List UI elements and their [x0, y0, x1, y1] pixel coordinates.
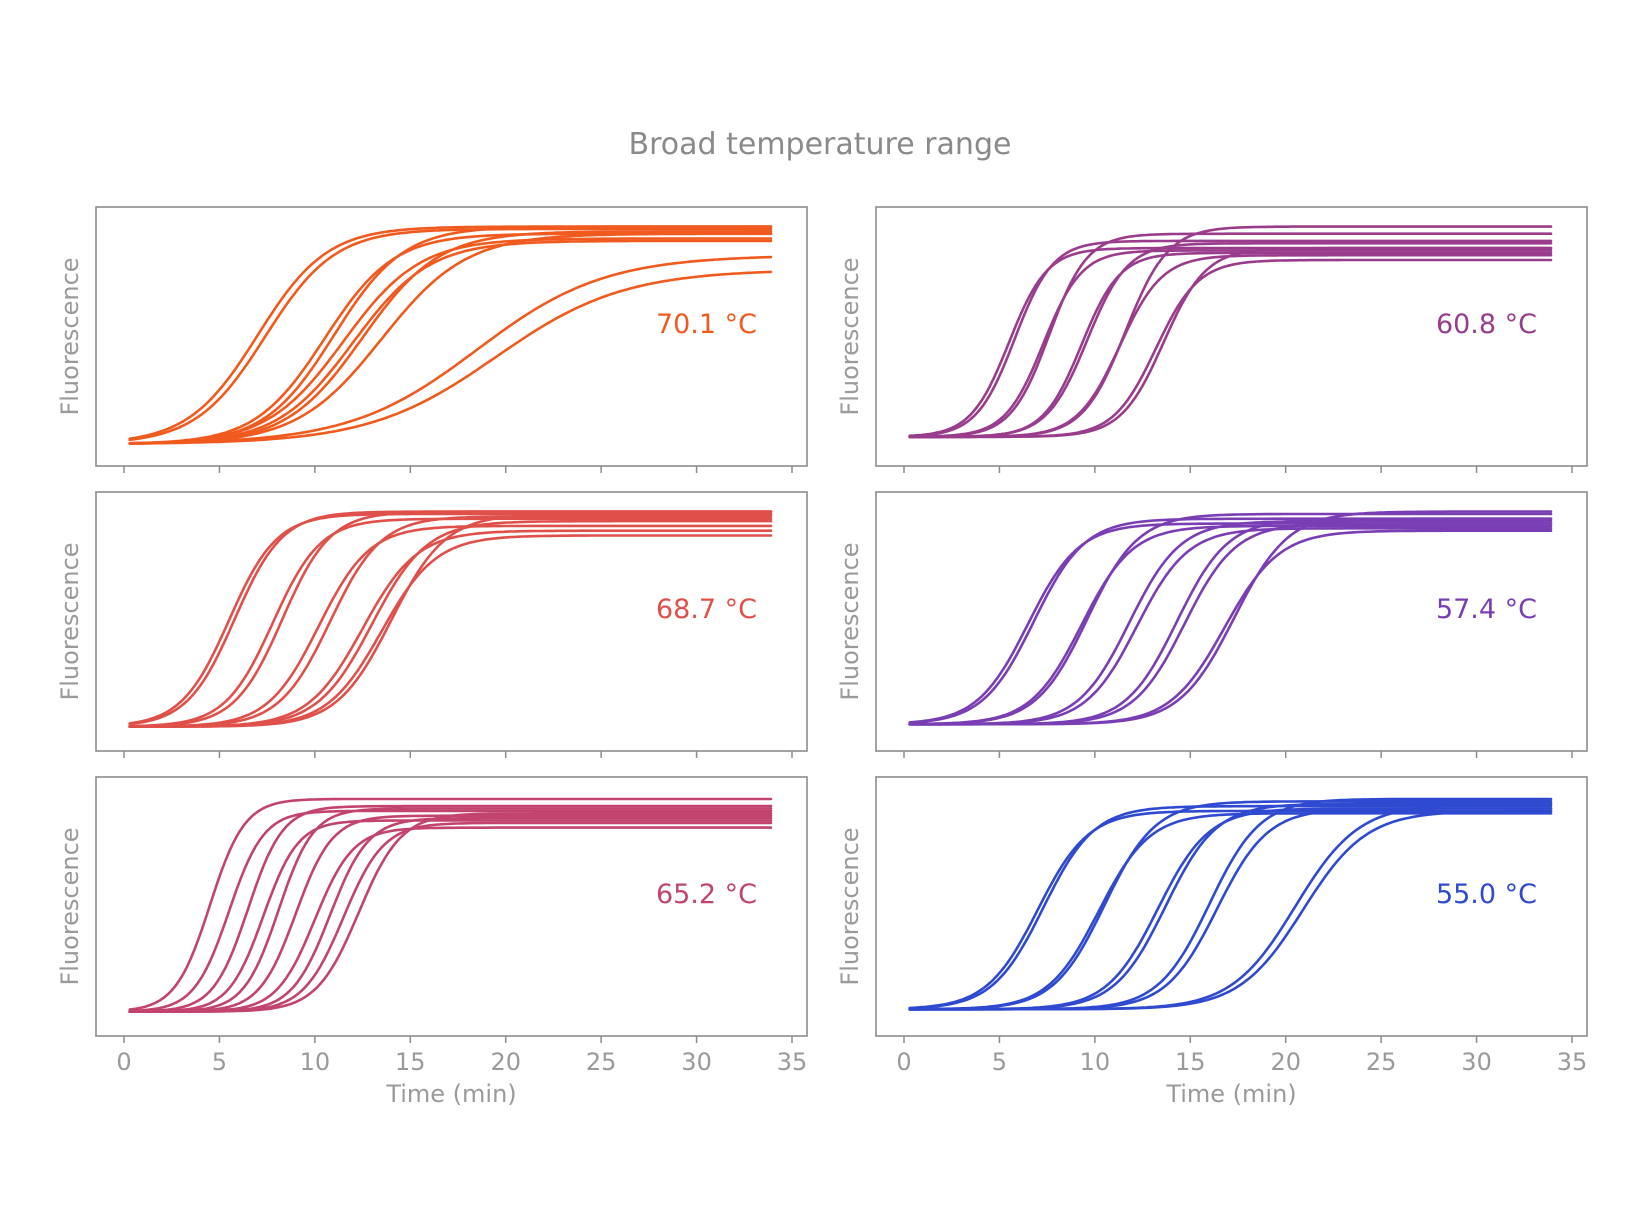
amplification-curve: [908, 809, 1553, 1011]
amplification-curve: [128, 515, 773, 728]
amplification-curve: [908, 242, 1553, 439]
plot-frame: [95, 206, 808, 467]
amplification-curve: [128, 826, 773, 1013]
x-tick-label: 0: [896, 1048, 911, 1076]
chart-panel: Fluorescence 0 5 10 15 20 25 30 35 Time (min) 55.0…: [836, 776, 1588, 1108]
amplification-curve: [128, 255, 773, 445]
amplification-curve: [128, 232, 773, 445]
x-tick-label: 5: [212, 1048, 227, 1076]
amplification-curve: [128, 807, 773, 1013]
y-axis-label: Fluorescence: [836, 257, 864, 415]
x-tick-label: 30: [681, 1048, 712, 1076]
amplification-curve: [908, 809, 1553, 1010]
plot-frame: [875, 491, 1588, 752]
x-tick-label: 25: [586, 1048, 617, 1076]
panels: Fluorescence 70.1 °C Fluorescence 60.8 °CFl…: [56, 206, 1588, 1108]
amplification-curve: [128, 227, 773, 442]
amplification-curve: [128, 814, 773, 1013]
chart-panel: Fluorescence 70.1 °C: [56, 206, 808, 473]
amplification-curve: [908, 246, 1553, 438]
amplification-curve: [128, 809, 773, 1013]
y-axis-label: Fluorescence: [56, 542, 84, 700]
x-tick-label: 15: [395, 1048, 426, 1076]
chart-panel: Fluorescence 60.8 °C: [836, 206, 1588, 473]
amplification-curve: [908, 251, 1553, 439]
amplification-curve: [128, 534, 773, 728]
y-axis-label: Fluorescence: [56, 257, 84, 415]
plot-frame: [95, 776, 808, 1037]
chart-panel: Fluorescence 0 5 10 15 20 25 30 35 Time (min) 65.2…: [56, 776, 808, 1108]
y-axis-label: Fluorescence: [56, 827, 84, 985]
amplification-curve: [128, 510, 773, 728]
amplification-curve: [908, 800, 1553, 1011]
y-axis-label: Fluorescence: [836, 827, 864, 985]
temperature-label: 65.2 °C: [656, 879, 757, 910]
amplification-curve: [128, 270, 773, 445]
amplification-curve: [908, 512, 1553, 726]
x-axis-label: Time (min): [1165, 1080, 1296, 1108]
temperature-label: 68.7 °C: [656, 594, 757, 625]
x-tick-label: 10: [1080, 1048, 1111, 1076]
x-tick-label: 20: [490, 1048, 521, 1076]
temperature-label: 60.8 °C: [1436, 309, 1537, 340]
amplification-curve: [128, 797, 773, 1011]
figure-title: Broad temperature range: [629, 127, 1012, 162]
plot-frame: [875, 776, 1588, 1037]
amplification-curve: [908, 239, 1553, 438]
x-tick-label: 5: [992, 1048, 1007, 1076]
x-tick-label: 15: [1175, 1048, 1206, 1076]
amplification-curve: [908, 527, 1553, 726]
x-tick-label: 35: [777, 1048, 808, 1076]
amplification-curve: [128, 524, 773, 728]
temperature-label: 57.4 °C: [1436, 594, 1537, 625]
amplification-curve: [128, 812, 773, 1013]
x-axis-label: Time (min): [385, 1080, 516, 1108]
x-tick-label: 20: [1270, 1048, 1301, 1076]
amplification-curve: [908, 249, 1553, 438]
temperature-label: 55.0 °C: [1436, 879, 1537, 910]
amplification-curve: [908, 510, 1553, 726]
amplification-curve: [128, 819, 773, 1013]
amplification-curve: [128, 512, 773, 728]
x-tick-label: 0: [116, 1048, 131, 1076]
amplification-curve: [908, 253, 1553, 439]
temperature-label: 70.1 °C: [656, 309, 757, 340]
y-axis-label: Fluorescence: [836, 542, 864, 700]
amplification-curve: [908, 232, 1553, 438]
amplification-curve: [908, 246, 1553, 439]
amplification-curve: [128, 816, 773, 1013]
plot-frame: [875, 206, 1588, 467]
amplification-curve: [128, 804, 773, 1013]
x-tick-label: 10: [300, 1048, 331, 1076]
x-tick-label: 25: [1366, 1048, 1397, 1076]
amplification-curve: [908, 524, 1553, 726]
amplification-curve: [908, 812, 1553, 1011]
chart-panel: Fluorescence 68.7 °C: [56, 491, 808, 758]
plot-frame: [95, 491, 808, 752]
chart-panel: Fluorescence 57.4 °C: [836, 491, 1588, 758]
amplification-curve: [128, 239, 773, 445]
x-tick-label: 35: [1557, 1048, 1588, 1076]
x-tick-label: 30: [1461, 1048, 1492, 1076]
